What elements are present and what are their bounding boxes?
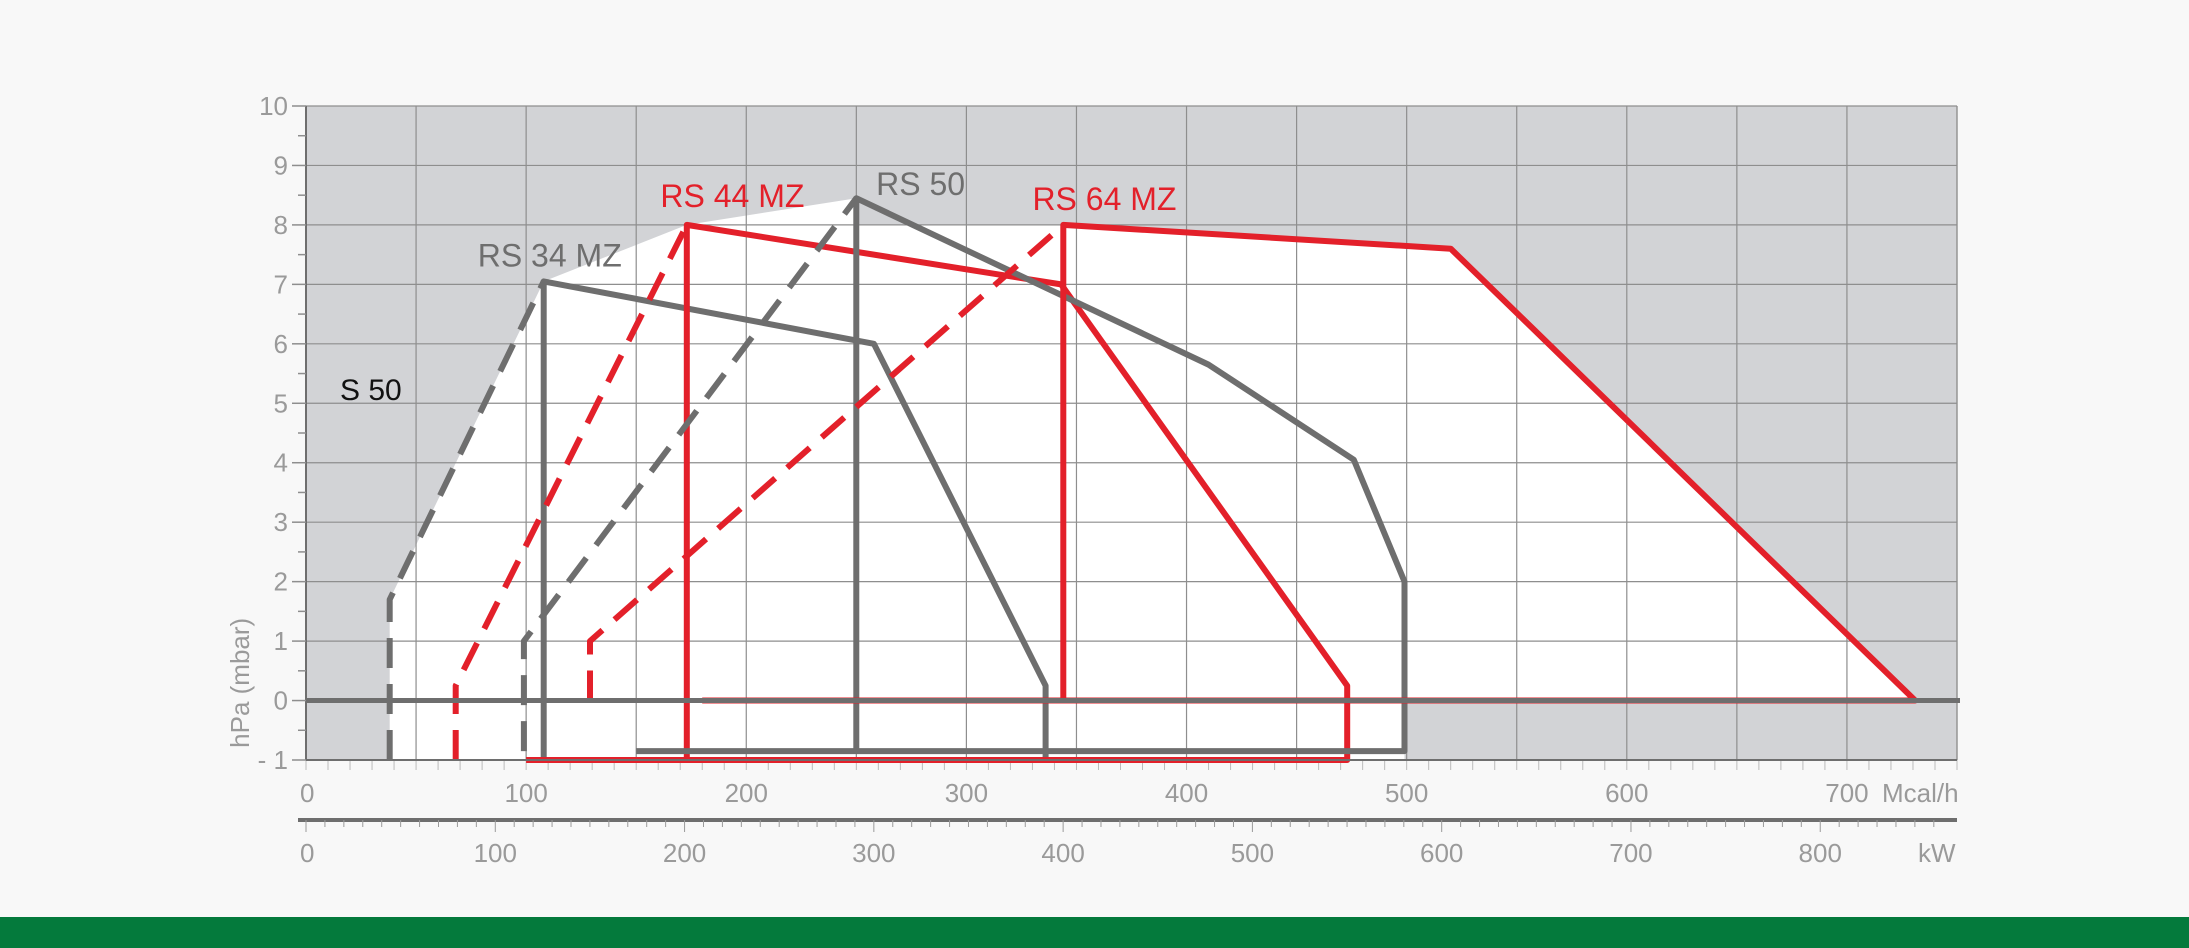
operating-envelope [389, 198, 1916, 760]
series-solid-line [636, 195, 1408, 755]
series-dashed-line [452, 223, 690, 760]
kw-tick-label: 400 [1041, 838, 1084, 868]
x-tick-label: 400 [1165, 778, 1208, 808]
x-tick-label: 100 [504, 778, 547, 808]
x-tick-label: 0 [300, 778, 314, 808]
kw-tick-label: 200 [663, 838, 706, 868]
x-tick-label: 600 [1605, 778, 1648, 808]
y-tick-label: 3 [274, 507, 288, 537]
annotation-s50: S 50 [340, 374, 402, 407]
y-tick-label: 0 [274, 686, 288, 716]
kw-tick-label: 500 [1231, 838, 1274, 868]
series-dashed-line [587, 222, 1066, 701]
labels: RS 34 MZ RS 44 MZ RS 50 RS 64 MZ S 50 [340, 166, 1176, 407]
series-label: RS 44 MZ [660, 178, 804, 214]
kw-tick-label: 0 [300, 838, 314, 868]
plot-background [306, 106, 1957, 760]
series-rs-50 [520, 195, 1408, 755]
y-tick-label: 1 [274, 626, 288, 656]
y-tick-label: 5 [274, 388, 288, 418]
x-tick-label: 300 [945, 778, 988, 808]
kw-tick-label: 800 [1799, 838, 1842, 868]
y-tick-label: 10 [259, 91, 288, 121]
kw-tick-label: 600 [1420, 838, 1463, 868]
series-label: RS 34 MZ [478, 238, 622, 274]
y-tick-label: - 1 [258, 745, 288, 775]
series-label: RS 50 [876, 166, 965, 202]
x-unit-mcal: Mcal/h [1882, 778, 1959, 808]
x-tick-label: 200 [725, 778, 768, 808]
axes: - 1 0 1 2 3 4 5 6 7 8 9 10 hPa (mbar) 0 100 200 300 400 50… [225, 91, 1960, 868]
kw-tick-label: 100 [474, 838, 517, 868]
x-tick-label: 500 [1385, 778, 1428, 808]
x-unit-kw: kW [1918, 838, 1956, 868]
y-tick-label: 8 [274, 210, 288, 240]
series-label: RS 64 MZ [1032, 181, 1176, 217]
series-dashed-line [386, 280, 547, 760]
x-tick-label: 700 [1825, 778, 1868, 808]
y-tick-label: 4 [274, 448, 288, 478]
y-tick-label: 7 [274, 269, 288, 299]
y-tick-label: 9 [274, 150, 288, 180]
y-tick-label: 2 [274, 567, 288, 597]
footer-bar [0, 917, 2189, 948]
y-axis-title: hPa (mbar) [225, 618, 255, 748]
kw-tick-label: 700 [1609, 838, 1652, 868]
y-tick-label: 6 [274, 329, 288, 359]
series-solid-line [540, 278, 1049, 760]
series-dashed-line [520, 196, 859, 752]
series-rs-34-mz [386, 278, 1049, 760]
kw-tick-label: 300 [852, 838, 895, 868]
